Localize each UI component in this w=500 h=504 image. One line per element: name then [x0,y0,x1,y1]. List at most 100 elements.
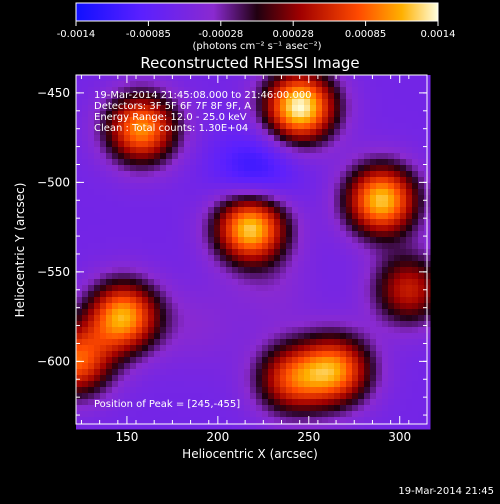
heatmap-cell [298,279,305,286]
heatmap-cell [130,321,137,328]
heatmap-cell [106,285,113,292]
heatmap-cell [76,201,83,208]
heatmap-cell [130,93,137,100]
heatmap-cell [394,225,401,232]
heatmap-cell [154,375,161,382]
x-tick-label: 250 [297,430,320,444]
heatmap-cell [118,81,125,88]
heatmap-cell [304,111,311,118]
heatmap-cell [214,309,221,316]
heatmap-cell [160,159,167,166]
heatmap-cell [298,159,305,166]
heatmap-cell [166,285,173,292]
heatmap-cell [250,135,257,142]
heatmap-cell [136,297,143,304]
heatmap-cell [100,291,107,298]
heatmap-cell [370,375,377,382]
heatmap-cell [244,147,251,154]
heatmap-cell [190,243,197,250]
heatmap-cell [244,285,251,292]
heatmap-cell [142,135,149,142]
heatmap-cell [256,351,263,358]
heatmap-cell [244,81,251,88]
heatmap-cell [304,237,311,244]
heatmap-cell [358,261,365,268]
heatmap-cell [190,219,197,226]
heatmap-cell [220,183,227,190]
heatmap-cell [202,195,209,202]
heatmap-cell [130,201,137,208]
heatmap-cell [358,231,365,238]
heatmap-cell [370,255,377,262]
heatmap-cell [352,393,359,400]
heatmap-cell [280,117,287,124]
heatmap-cell [376,207,383,214]
heatmap-cell [364,291,371,298]
heatmap-cell [88,219,95,226]
heatmap-cell [190,363,197,370]
heatmap-cell [142,165,149,172]
heatmap-cell [268,339,275,346]
heatmap-cell [88,249,95,256]
heatmap-cell [412,111,419,118]
heatmap-cell [406,123,413,130]
heatmap-cell [184,285,191,292]
heatmap-cell [196,219,203,226]
heatmap-cell [388,219,395,226]
heatmap-cell [418,183,425,190]
heatmap-cell [292,387,299,394]
heatmap-cell [82,147,89,154]
heatmap-cell [112,111,119,118]
heatmap-cell [148,297,155,304]
heatmap-cell [184,237,191,244]
heatmap-cell [268,195,275,202]
heatmap-cell [100,327,107,334]
heatmap-cell [100,87,107,94]
heatmap-cell [328,381,335,388]
heatmap-cell [406,327,413,334]
heatmap-cell [286,327,293,334]
heatmap-cell [274,171,281,178]
heatmap-cell [202,219,209,226]
heatmap-cell [94,141,101,148]
heatmap-cell [190,141,197,148]
heatmap-cell [232,273,239,280]
heatmap-cell [400,285,407,292]
heatmap-cell [376,357,383,364]
heatmap-cell [76,147,83,154]
heatmap-cell [400,351,407,358]
heatmap-cell [232,393,239,400]
heatmap-cell [166,315,173,322]
heatmap-cell [208,213,215,220]
axes: 150 200 250 300−450−500−550−600 [37,74,427,444]
heatmap-cell [190,399,197,406]
heatmap-cell [292,375,299,382]
heatmap-cell [370,381,377,388]
heatmap-cell [106,315,113,322]
heatmap-cell [136,165,143,172]
heatmap-cell [208,159,215,166]
heatmap-cell [208,183,215,190]
info-time-range: 19-Mar-2014 21:45:08.000 to 21:46:00.000 [94,90,312,101]
heatmap-cell [112,267,119,274]
heatmap-cell [160,369,167,376]
heatmap-cell [268,75,275,82]
heatmap-cell [340,339,347,346]
heatmap-cell [364,225,371,232]
heatmap-cell [214,381,221,388]
heatmap-cell [184,105,191,112]
heatmap-cell [208,375,215,382]
heatmap-cell [226,345,233,352]
heatmap-cell [364,267,371,274]
heatmap-cell [118,309,125,316]
heatmap-cell [250,291,257,298]
heatmap-cell [364,285,371,292]
heatmap-cell [400,219,407,226]
heatmap-cell [130,381,137,388]
heatmap-cell [412,261,419,268]
heatmap-cell [250,243,257,250]
heatmap-cell [196,267,203,274]
heatmap-cell [130,399,137,406]
heatmap-cell [340,141,347,148]
heatmap-cell [196,297,203,304]
